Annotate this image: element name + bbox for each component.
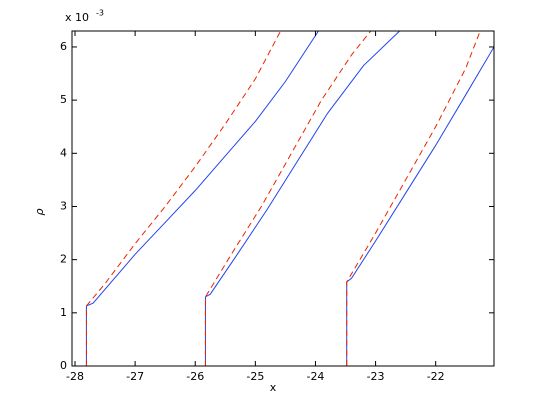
y-tick-label: 5 xyxy=(60,93,67,106)
x-axis-label: x xyxy=(270,381,277,394)
x-tick-label: -23 xyxy=(367,370,385,383)
y-tick-label: 3 xyxy=(60,199,67,212)
data-line xyxy=(85,31,319,366)
data-line xyxy=(204,31,372,366)
y-tick-label: 2 xyxy=(60,253,67,266)
plot-area xyxy=(85,31,494,366)
y-multiplier-exponent: -3 xyxy=(96,9,104,18)
y-tick-label: 1 xyxy=(60,306,67,319)
x-tick-label: -27 xyxy=(126,370,144,383)
y-tick-label: 6 xyxy=(60,40,67,53)
axes-box xyxy=(71,30,495,367)
data-line xyxy=(85,31,282,366)
x-tick-label: -28 xyxy=(66,370,84,383)
y-axis-label: ρ xyxy=(33,208,46,215)
x-tick-label: -22 xyxy=(427,370,445,383)
x-tick-label: -24 xyxy=(306,370,324,383)
y-multiplier: x 10 xyxy=(65,11,89,24)
data-line xyxy=(204,31,400,366)
x-tick-label: -26 xyxy=(186,370,204,383)
y-tick-label: 4 xyxy=(60,146,67,159)
data-line xyxy=(346,31,481,366)
y-tick-label: 0 xyxy=(60,359,67,372)
x-tick-label: -25 xyxy=(246,370,264,383)
